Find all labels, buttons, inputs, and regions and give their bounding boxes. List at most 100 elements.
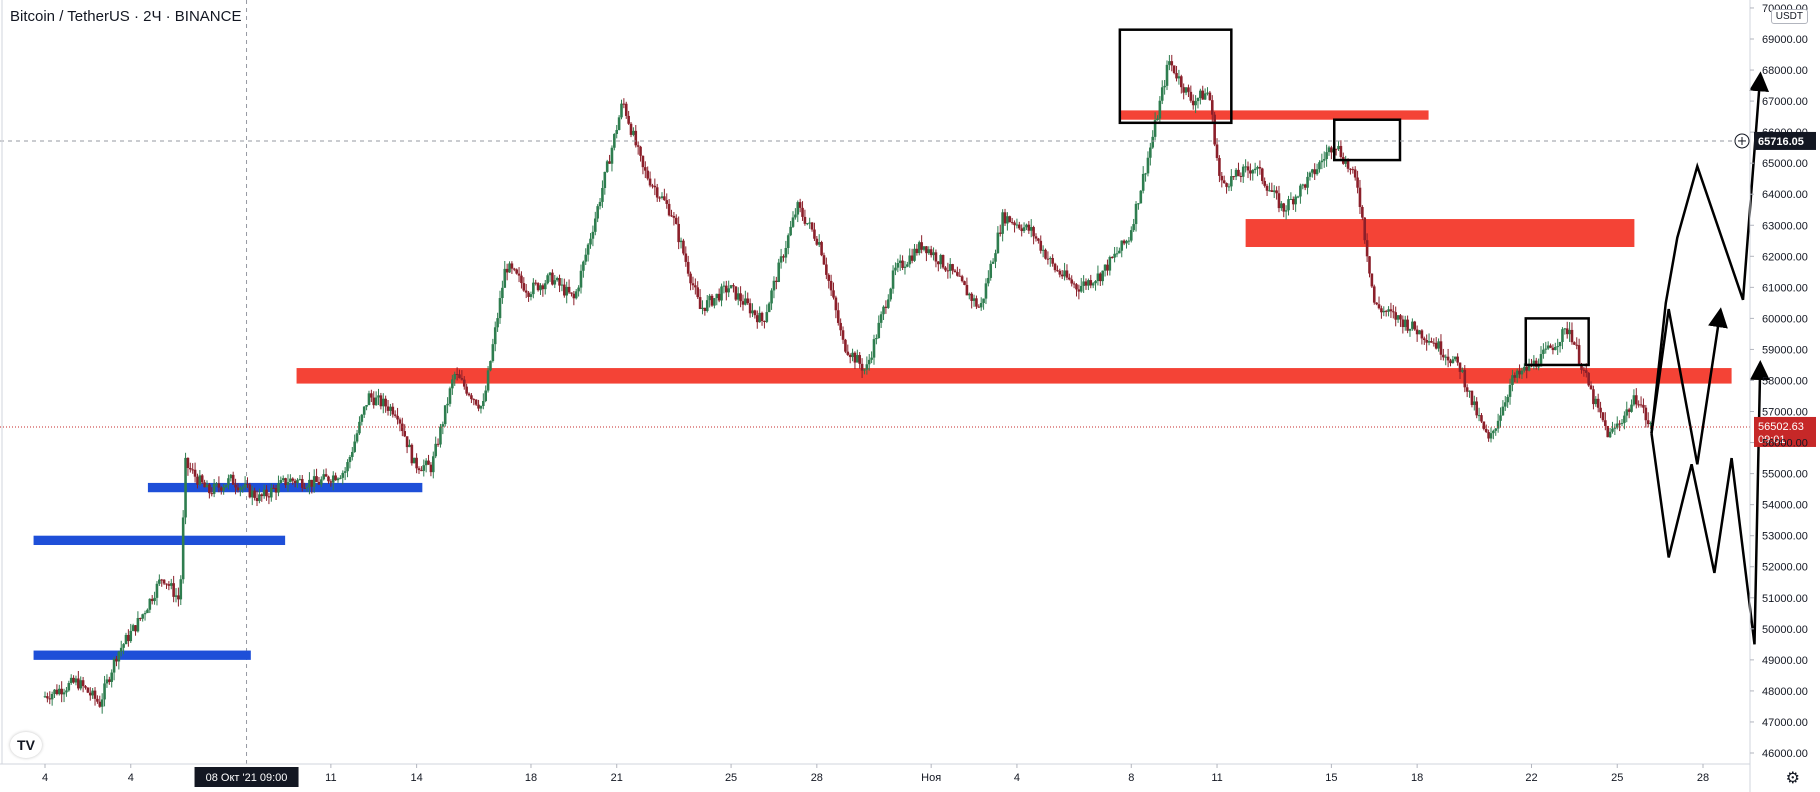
candle-body [1058,270,1062,275]
candle-body [1258,166,1262,169]
candle-body [539,285,542,291]
candle-body [489,361,492,371]
candle-body [1127,240,1131,242]
candle-body [1256,166,1259,169]
candle-body [391,406,395,415]
candle-body [1592,389,1595,405]
candle-body [813,229,816,239]
candle-body [1577,345,1581,364]
candle-body [1575,344,1579,346]
candle-body [1289,199,1293,201]
candle-body [162,579,166,584]
y-tick-label: 67000.00 [1762,96,1808,108]
candle-body [653,185,657,188]
candle-body [634,130,638,146]
candle-body [1070,279,1074,284]
candle-body [1515,370,1519,378]
y-tick-label: 53000.00 [1762,531,1808,543]
candle-body [1046,258,1050,260]
candle-body [193,469,197,477]
candle-body [1177,76,1181,79]
candle-body [1503,402,1507,407]
candle-body [53,689,56,694]
candle-body [1551,347,1555,351]
tradingview-logo[interactable]: TV [10,732,42,758]
candle-body [946,270,950,272]
candle-body [72,677,75,683]
candle-body [1015,224,1019,226]
candle-body [603,171,607,188]
candle-body [303,487,306,489]
currency-unit-button[interactable]: USDT [1770,9,1808,24]
candle-body [1625,409,1629,416]
candle-body [1470,390,1474,405]
highlight-box [1332,118,1402,162]
candle-body [584,254,588,262]
gear-icon[interactable]: ⚙ [1785,770,1800,787]
candle-body [1270,190,1274,192]
candle-body [532,282,535,295]
candle-body [351,451,354,457]
candle-body [1201,90,1205,100]
candle-body [1353,169,1357,178]
candle-body [1380,308,1383,313]
candle-body [234,484,237,488]
candle-body [729,285,733,289]
candle-body [436,443,440,445]
candle-body [482,401,485,407]
x-tick-label: 18 [1411,772,1423,784]
candle-body [1594,398,1598,405]
candle-body [429,464,433,473]
candle-body [172,583,175,597]
candle-body [982,298,985,304]
candle-body [751,310,754,314]
candle-body [122,644,125,648]
candle-body [551,272,554,285]
candle-body [1480,415,1483,422]
x-tick-label: 28 [1697,772,1709,784]
candle-body [491,344,495,362]
candle-body [805,223,809,225]
candle-body [1646,420,1650,425]
candle-body [1582,369,1586,371]
candle-body [67,683,71,691]
candle-body [355,433,359,442]
candle-body [420,470,423,472]
candle-body [858,355,862,364]
candle-body [486,370,490,391]
candle-body [1430,341,1433,343]
forecast-arrow-path [1650,307,1728,465]
candle-body [953,270,957,273]
candle-body [636,145,640,147]
cursor-time-label: 08 Окт '21 09:00 [206,772,288,784]
candle-body [510,263,514,269]
candle-body [370,393,373,398]
candle-body [1527,363,1531,371]
x-tick-label: 15 [1325,772,1337,784]
candle-body [255,497,259,502]
candle-body [281,478,285,481]
candle-body [1604,420,1607,426]
candle-body [856,355,859,363]
y-tick-label: 68000.00 [1762,65,1808,77]
candle-body [1537,366,1540,368]
candle-body [196,476,199,485]
candle-body [865,364,869,370]
candle-body [1239,176,1243,178]
candle-body [360,414,364,422]
candle-body [1611,428,1614,432]
candle-body [1549,345,1552,348]
candle-body [215,483,218,485]
candle-body [427,460,430,465]
candle-body [958,275,962,277]
candle-body [1099,273,1102,282]
candle-body [644,167,647,171]
candle-body [189,467,192,470]
candle-body [1368,256,1371,274]
y-tick-label: 65000.00 [1762,158,1808,170]
candle-body [870,357,873,360]
candle-body [984,283,988,299]
candle-body [1434,342,1438,349]
candle-body [243,483,247,488]
